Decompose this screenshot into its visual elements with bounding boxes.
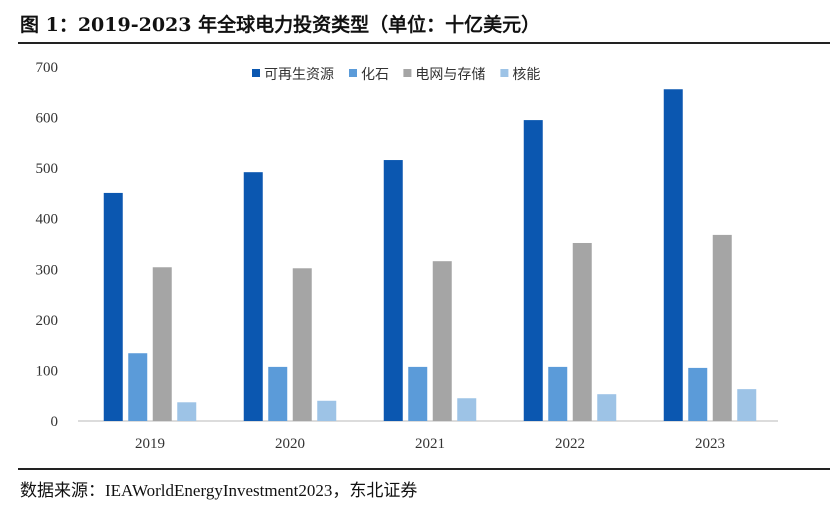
- y-tick-label: 0: [51, 414, 59, 430]
- bar-2021-2: [432, 261, 452, 421]
- bar-2019-3: [177, 402, 197, 421]
- title-rule: [18, 42, 830, 44]
- source-rule: [18, 468, 830, 470]
- source-note: 数据来源：IEAWorldEnergyInvestment2023，东北证券: [20, 481, 418, 500]
- bar-2022-2: [572, 242, 592, 421]
- y-tick-label: 700: [36, 60, 59, 76]
- x-tick-label: 2022: [555, 436, 585, 452]
- bar-2023-3: [737, 389, 757, 421]
- bar-2021-1: [408, 366, 428, 421]
- bar-2022-3: [597, 394, 617, 421]
- figure-title: 图 1：2019-2023 年全球电力投资类型（单位：十亿美元）: [20, 14, 541, 36]
- bar-2020-3: [317, 400, 337, 421]
- legend-swatch: [500, 69, 509, 77]
- bar-2023-1: [688, 367, 708, 421]
- bar-2019-2: [152, 267, 172, 421]
- y-tick-label: 400: [36, 212, 59, 228]
- bar-2019-0: [103, 192, 123, 421]
- bar-2021-3: [457, 398, 477, 421]
- legend-swatch: [349, 69, 357, 77]
- legend-label: 可再生资源: [264, 67, 334, 83]
- y-tick-label: 500: [36, 161, 59, 177]
- bar-2021-0: [383, 160, 403, 421]
- y-tick-label: 300: [36, 262, 59, 278]
- bar-2020-1: [268, 366, 288, 421]
- legend-swatch: [252, 69, 260, 77]
- legend-swatch: [403, 69, 412, 77]
- y-tick-label: 600: [36, 111, 59, 127]
- bar-2023-0: [663, 89, 683, 421]
- bar-2023-2: [712, 234, 732, 421]
- x-tick-label: 2019: [135, 436, 165, 452]
- bar-2022-0: [523, 120, 543, 421]
- legend-label: 化石: [361, 67, 389, 83]
- bar-2019-1: [128, 353, 148, 421]
- y-axis: 0 100 200 300 400 500 600 700: [36, 60, 59, 430]
- bars: [103, 89, 757, 421]
- x-tick-label: 2023: [695, 436, 725, 452]
- y-tick-label: 100: [36, 363, 59, 379]
- legend-label: 电网与存储: [415, 67, 485, 83]
- legend: 可再生资源 化石 电网与存储 核能: [252, 67, 540, 83]
- y-tick-label: 200: [36, 313, 59, 329]
- x-tick-label: 2021: [415, 436, 445, 452]
- bar-2020-2: [292, 268, 312, 421]
- x-tick-label: 2020: [275, 436, 305, 452]
- bar-2022-1: [548, 366, 568, 421]
- bar-2020-0: [243, 172, 263, 421]
- legend-label: 核能: [512, 67, 540, 83]
- x-axis: 2019 2020 2021 2022 2023: [135, 436, 725, 452]
